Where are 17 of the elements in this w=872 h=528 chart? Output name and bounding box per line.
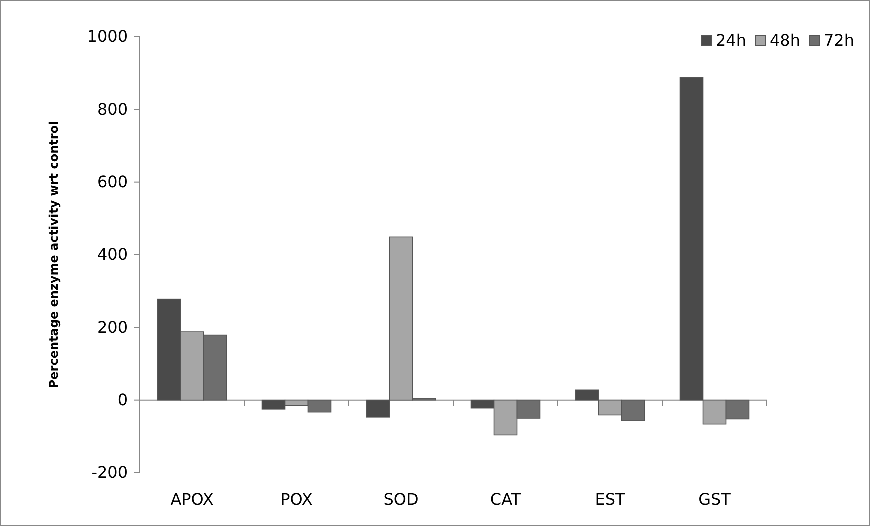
legend-label: 72h [824, 31, 854, 50]
y-tick-label: 0 [118, 390, 128, 410]
legend-label: 48h [770, 31, 800, 50]
x-tick-label: EST [595, 490, 626, 509]
y-tick-label: 600 [97, 172, 128, 192]
x-tick-label: GST [698, 490, 732, 509]
y-tick-label: 200 [97, 318, 128, 337]
legend-label: 24h [716, 31, 746, 50]
x-tick-label: POX [280, 490, 313, 509]
y-tick-label: 400 [97, 245, 128, 264]
y-tick-label: 1000 [87, 27, 128, 46]
x-tick-label: CAT [490, 490, 522, 509]
y-tick-label: 800 [97, 100, 128, 119]
y-axis-title: Percentage enzyme activity wrt control [47, 121, 61, 389]
y-tick-label: -200 [92, 463, 128, 482]
x-tick-label: SOD [384, 490, 419, 509]
x-tick-label: APOX [170, 490, 214, 509]
